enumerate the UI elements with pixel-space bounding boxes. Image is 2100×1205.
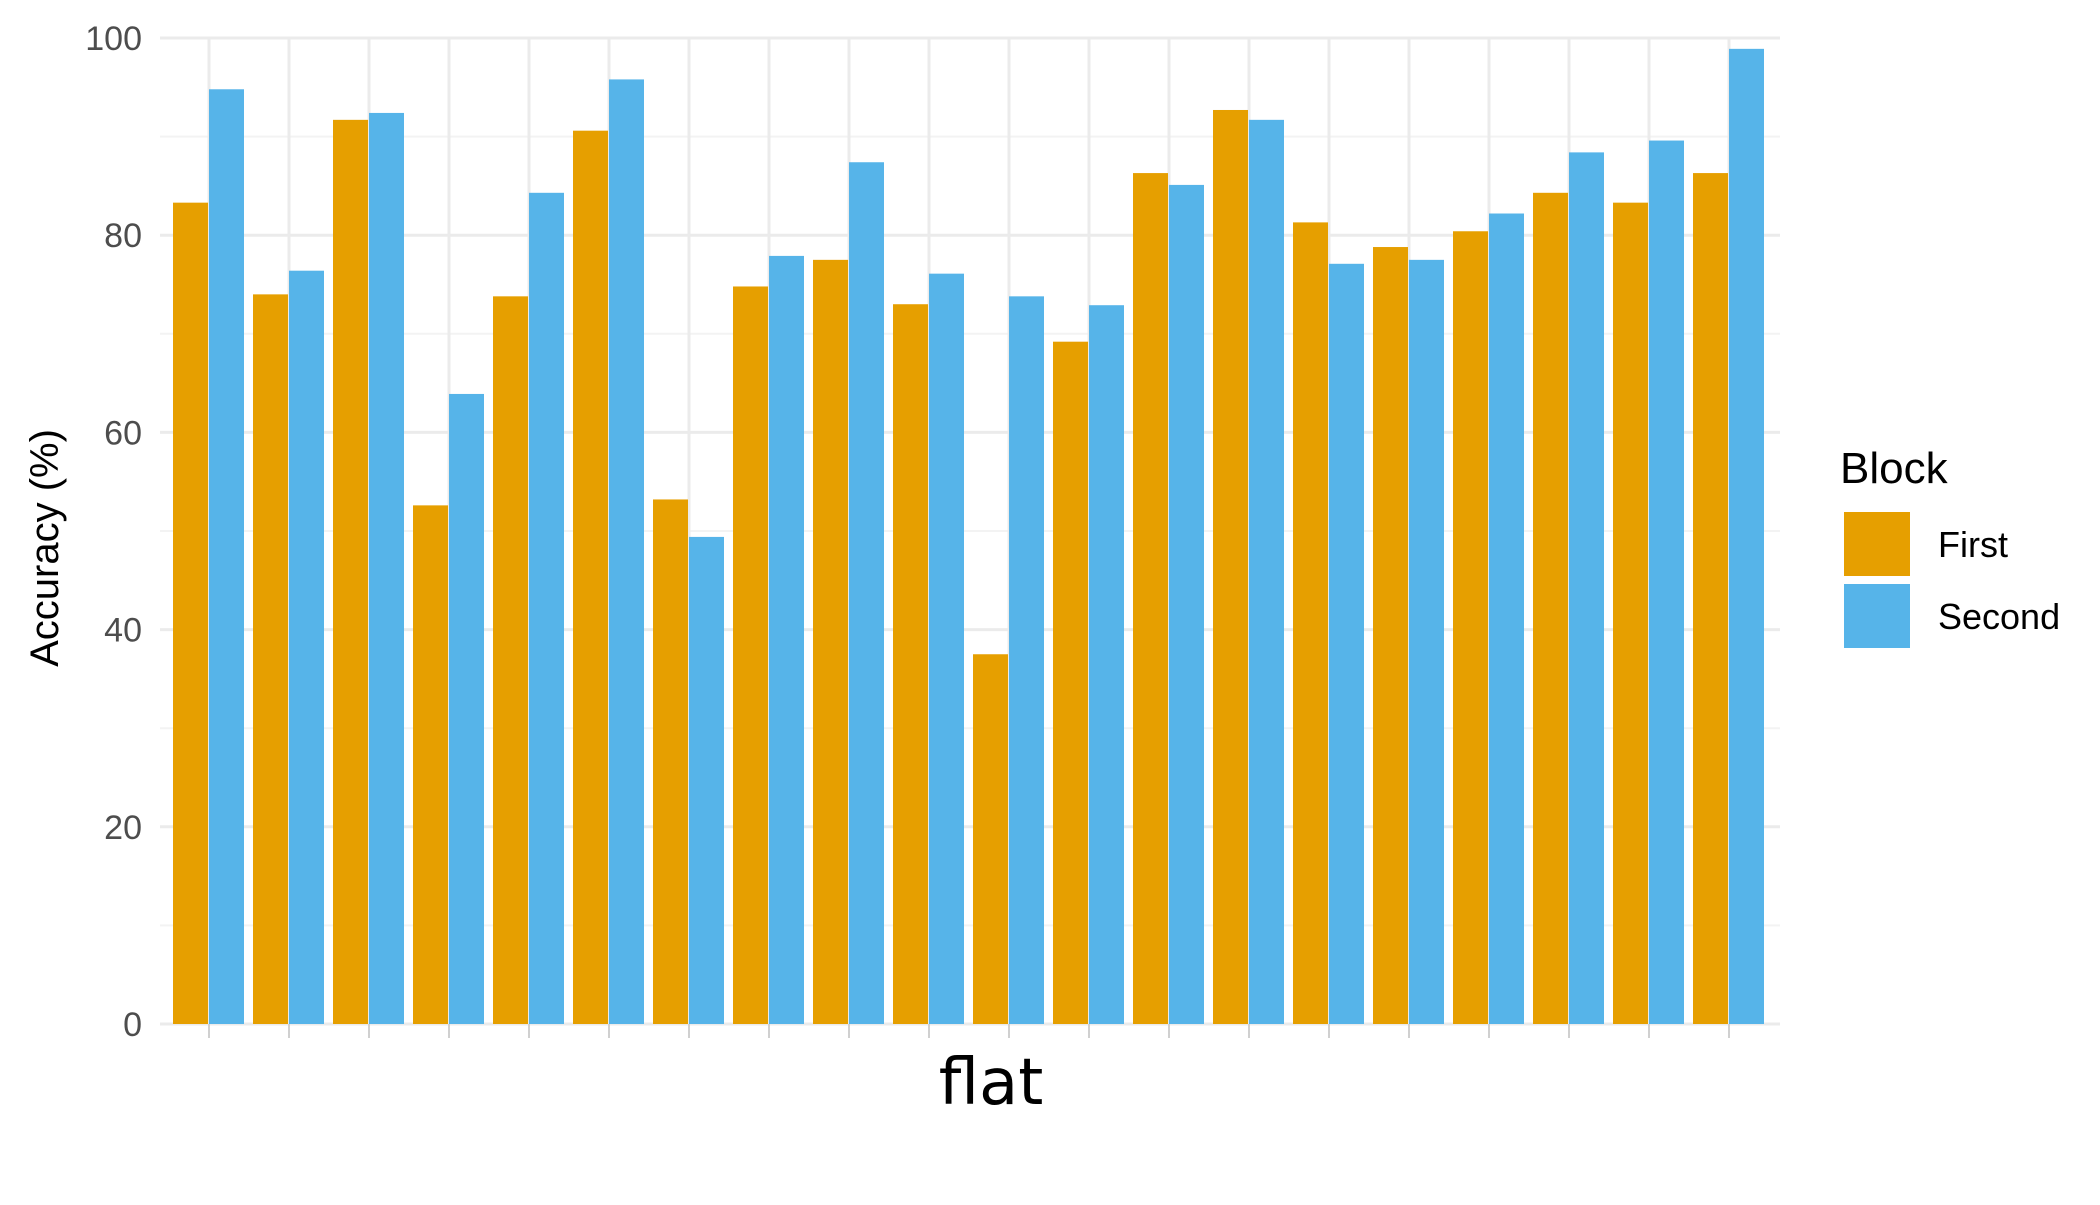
x-axis-title: flat — [939, 1046, 1044, 1120]
bars — [173, 48, 1764, 1025]
y-tick-label: 0 — [123, 1006, 142, 1044]
legend-label-first: First — [1938, 524, 2008, 565]
bar-second — [1489, 213, 1524, 1024]
legend: Block First Second — [1840, 444, 2060, 648]
bar-first — [973, 654, 1008, 1024]
y-tick-label: 80 — [104, 217, 142, 255]
bar-second — [1729, 48, 1764, 1024]
y-tick-label: 20 — [104, 809, 142, 847]
bar-first — [1133, 173, 1168, 1024]
bar-second — [1649, 140, 1684, 1024]
legend-swatch-first — [1844, 512, 1910, 576]
bar-second — [1169, 184, 1204, 1024]
bar-first — [733, 286, 768, 1024]
y-tick-label: 60 — [104, 414, 142, 452]
bar-second — [1089, 305, 1124, 1024]
bar-second — [449, 393, 484, 1024]
legend-items: First Second — [1844, 512, 2060, 648]
bar-second — [929, 273, 964, 1024]
y-tick-label: 100 — [85, 20, 142, 58]
bar-first — [173, 202, 208, 1025]
legend-title: Block — [1840, 444, 1949, 493]
bar-second — [689, 536, 724, 1024]
bar-first — [893, 304, 928, 1025]
y-tick-label: 40 — [104, 612, 142, 650]
bar-first — [813, 259, 848, 1025]
bar-first — [253, 294, 288, 1024]
bar-first — [653, 499, 688, 1024]
bar-first — [1373, 247, 1408, 1025]
legend-swatch-second — [1844, 584, 1910, 648]
bar-second — [1009, 296, 1044, 1024]
bar-first — [1693, 173, 1728, 1024]
axes: 0 20 40 60 80 100 — [85, 20, 1730, 1044]
bar-first — [1533, 192, 1568, 1024]
bar-first — [1293, 222, 1328, 1024]
bar-first — [333, 119, 368, 1024]
bar-second — [209, 89, 244, 1025]
bar-second — [1249, 119, 1284, 1024]
bar-first — [1453, 231, 1488, 1025]
bar-first — [1053, 341, 1088, 1024]
bar-second — [1409, 259, 1444, 1025]
bar-second — [529, 192, 564, 1024]
bar-first — [1213, 109, 1248, 1024]
bar-first — [493, 296, 528, 1024]
bar-first — [1613, 202, 1648, 1025]
bar-second — [369, 112, 404, 1025]
bar-first — [573, 130, 608, 1024]
bar-second — [1569, 152, 1604, 1025]
bar-second — [769, 255, 804, 1024]
bar-second — [609, 79, 644, 1025]
bar-second — [289, 270, 324, 1024]
bar-second — [849, 162, 884, 1025]
bar-first — [413, 505, 448, 1024]
legend-label-second: Second — [1938, 596, 2060, 637]
bar-second — [1329, 263, 1364, 1024]
y-axis-title: Accuracy (%) — [23, 429, 67, 667]
